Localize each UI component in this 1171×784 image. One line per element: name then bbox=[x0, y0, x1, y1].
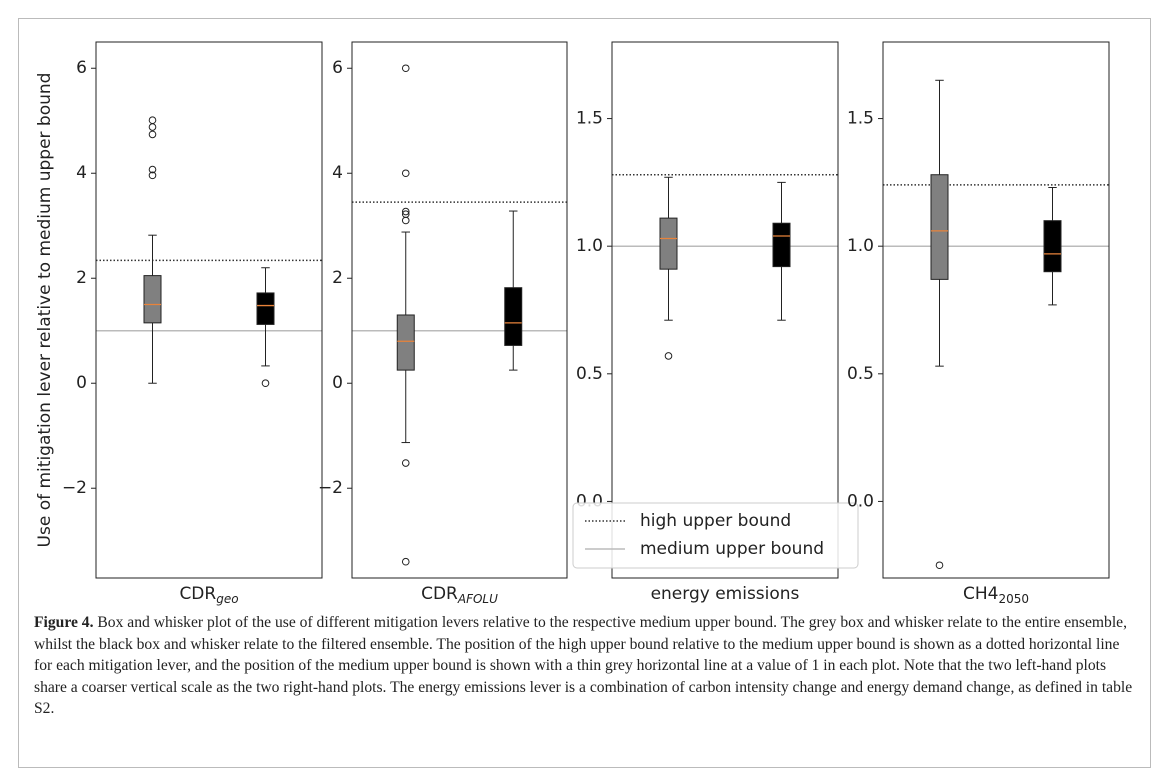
y-tick-label: 2 bbox=[76, 268, 87, 288]
y-tick-label: 6 bbox=[332, 58, 343, 78]
y-tick-label: 6 bbox=[76, 58, 87, 78]
box bbox=[659, 217, 678, 270]
x-axis-label: CDRgeo bbox=[179, 584, 238, 606]
legend-label: medium upper bound bbox=[640, 539, 824, 559]
x-axis-label: energy emissions bbox=[651, 584, 800, 604]
outlier bbox=[401, 207, 410, 216]
y-tick-label: 1.0 bbox=[847, 236, 874, 256]
x-axis-label: CDRAFOLU bbox=[421, 584, 498, 606]
outlier bbox=[664, 352, 673, 360]
y-tick-label: 2 bbox=[332, 268, 343, 288]
x-axis-label-sub: geo bbox=[216, 592, 238, 606]
box bbox=[256, 292, 275, 325]
plot-frame bbox=[95, 41, 323, 579]
x-axis-label-sub: AFOLU bbox=[457, 592, 498, 606]
box bbox=[1043, 220, 1062, 273]
y-tick-label: 0 bbox=[76, 373, 87, 393]
outlier bbox=[401, 169, 410, 178]
caption-label: Figure 4. bbox=[34, 614, 94, 631]
y-axis-label: Use of mitigation lever relative to medi… bbox=[35, 73, 55, 548]
outlier bbox=[148, 171, 157, 180]
box bbox=[504, 287, 523, 346]
outlier bbox=[148, 123, 157, 131]
legend: high upper bound medium upper bound bbox=[572, 502, 859, 569]
plot-frame bbox=[351, 41, 568, 579]
box bbox=[930, 174, 949, 280]
outlier bbox=[935, 561, 944, 570]
y-tick-label: 4 bbox=[332, 163, 343, 183]
outlier bbox=[148, 130, 157, 139]
outlier bbox=[148, 116, 157, 125]
box bbox=[143, 275, 162, 324]
x-axis-label-sub: 2050 bbox=[998, 592, 1029, 606]
y-tick-label: −2 bbox=[62, 478, 87, 498]
x-axis-label-main: CDR bbox=[179, 584, 216, 604]
outlier bbox=[401, 210, 410, 218]
outlier bbox=[401, 459, 410, 467]
outlier bbox=[148, 165, 157, 174]
y-tick-label: 0.5 bbox=[847, 364, 874, 384]
y-tick-label: 4 bbox=[76, 163, 87, 183]
outlier bbox=[401, 557, 410, 566]
outlier bbox=[401, 216, 410, 225]
figure-frame bbox=[18, 18, 1151, 768]
y-tick-label: 1.5 bbox=[847, 109, 874, 129]
plot-frame bbox=[882, 41, 1110, 579]
y-tick-label: 0.5 bbox=[576, 364, 603, 384]
plot-frame bbox=[611, 41, 839, 579]
outlier bbox=[401, 64, 410, 73]
y-tick-label: 0.0 bbox=[847, 491, 874, 511]
x-axis-label-main: energy emissions bbox=[651, 584, 800, 604]
y-tick-label: 1.0 bbox=[576, 236, 603, 256]
legend-label: high upper bound bbox=[640, 511, 791, 531]
caption-text: Box and whisker plot of the use of diffe… bbox=[34, 614, 1133, 717]
legend-box bbox=[572, 502, 859, 569]
y-tick-label: −2 bbox=[318, 478, 343, 498]
x-axis-label-main: CDR bbox=[421, 584, 458, 604]
box bbox=[772, 222, 791, 268]
caption: Figure 4. Box and whisker plot of the us… bbox=[34, 612, 1134, 720]
box bbox=[396, 314, 415, 371]
y-tick-label: 0 bbox=[332, 373, 343, 393]
x-axis-label: CH42050 bbox=[963, 584, 1029, 606]
y-tick-label: 1.5 bbox=[576, 109, 603, 129]
outlier bbox=[261, 379, 270, 388]
x-axis-label-main: CH4 bbox=[963, 584, 998, 604]
